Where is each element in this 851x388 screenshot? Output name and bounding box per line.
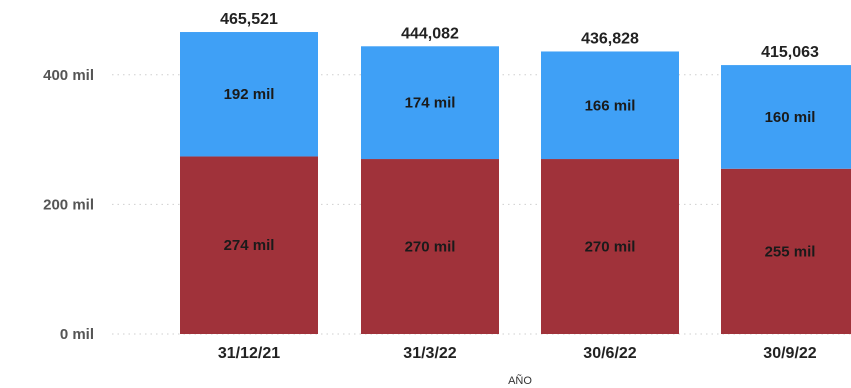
bar-segment-label: 274 mil: [224, 237, 275, 254]
bar-segment-bottom: [541, 159, 679, 334]
x-tick-label: 31/3/22: [403, 345, 456, 362]
bar-segment-label: 270 mil: [405, 239, 456, 256]
x-tick-label: 30/9/22: [763, 345, 816, 362]
bar-segment-top: [361, 46, 499, 160]
bar-segment-top: [541, 51, 679, 160]
bar-segment-bottom: [361, 159, 499, 334]
y-tick-label: 200 mil: [43, 196, 94, 213]
y-tick-label: 400 mil: [43, 67, 94, 84]
bar-segment-bottom: [721, 168, 851, 334]
x-tick-label: 30/6/22: [583, 345, 636, 362]
y-tick-label: 0 mil: [60, 326, 94, 343]
x-axis-title: AÑO: [508, 374, 532, 387]
bar-segment-label: 174 mil: [405, 95, 456, 112]
bar-segment-top: [180, 32, 318, 157]
bar-segment-label: 160 mil: [765, 109, 816, 126]
bar-segment-bottom: [180, 156, 318, 334]
x-tick-label: 31/12/21: [218, 345, 280, 362]
bar-segment-label: 192 mil: [224, 86, 275, 103]
bar-segment-top: [721, 65, 851, 169]
bar-total-label: 465,521: [220, 11, 278, 28]
bar-segment-label: 255 mil: [765, 243, 816, 260]
bar-total-label: 436,828: [581, 30, 639, 47]
bar-segment-label: 270 mil: [585, 239, 636, 256]
bar-segment-label: 166 mil: [585, 97, 636, 114]
bar-total-label: 444,082: [401, 25, 459, 42]
bar-total-label: 415,063: [761, 44, 819, 61]
